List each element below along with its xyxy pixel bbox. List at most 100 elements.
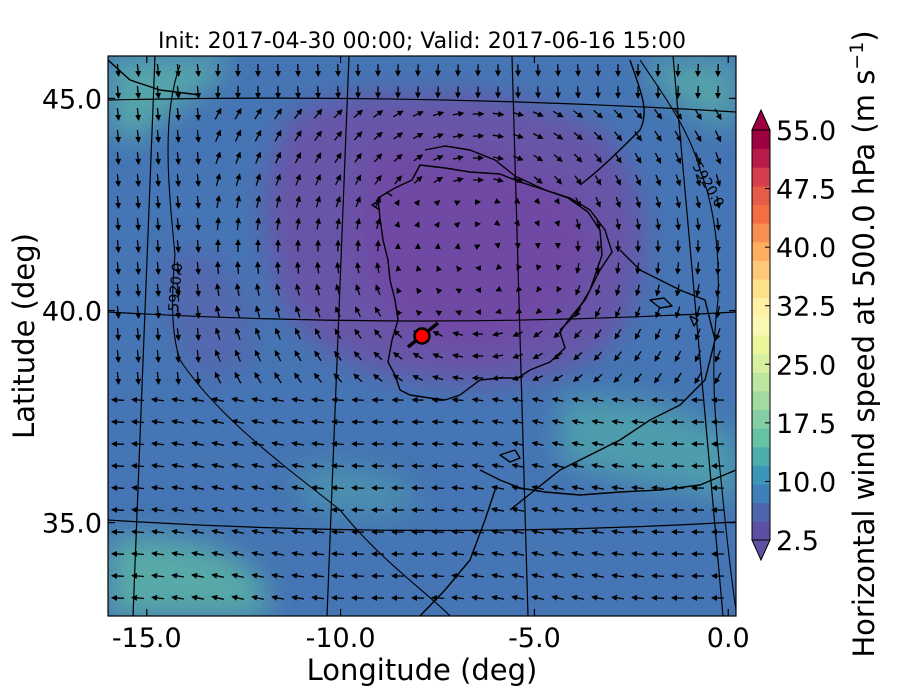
wind-vector bbox=[155, 239, 162, 253]
wind-vector bbox=[512, 133, 524, 139]
wind-vector bbox=[251, 484, 264, 491]
colorbar-segment bbox=[752, 204, 770, 224]
wind-vector bbox=[311, 462, 325, 469]
wind-vector bbox=[115, 283, 122, 297]
wind-vector bbox=[634, 328, 642, 340]
wind-vector bbox=[294, 261, 301, 274]
wind-vector bbox=[394, 175, 402, 185]
wind-vector bbox=[511, 396, 524, 403]
wind-vector bbox=[531, 572, 544, 579]
y-axis-ticks: 35.0 40.0 45.0 bbox=[42, 84, 736, 540]
wind-vector bbox=[571, 594, 585, 601]
wind-vector bbox=[393, 329, 403, 339]
wind-vector bbox=[511, 440, 524, 447]
wind-vector bbox=[513, 155, 524, 161]
wind-vector bbox=[434, 86, 441, 99]
colorbar bbox=[751, 108, 771, 562]
wind-vector bbox=[191, 462, 205, 469]
colorbar-segment bbox=[752, 223, 770, 243]
wind-vector bbox=[314, 261, 321, 274]
wind-vector bbox=[311, 550, 325, 557]
wind-vector bbox=[413, 175, 423, 184]
wind-vector bbox=[551, 528, 564, 535]
wind-vector bbox=[431, 506, 445, 513]
wind-vector bbox=[211, 550, 224, 557]
wind-vector bbox=[351, 484, 365, 491]
wind-vector bbox=[135, 85, 142, 99]
wind-vector bbox=[171, 462, 185, 469]
wind-vector bbox=[351, 594, 365, 601]
wind-vector bbox=[554, 175, 563, 185]
wind-vector bbox=[135, 129, 142, 143]
wind-vector bbox=[191, 418, 205, 425]
wind-vector bbox=[491, 353, 504, 359]
wind-vector bbox=[211, 572, 224, 579]
wind-vector bbox=[353, 109, 363, 119]
wind-vector bbox=[191, 594, 205, 601]
wind-vector bbox=[451, 572, 465, 579]
wind-vector bbox=[695, 174, 702, 187]
wind-vector bbox=[234, 129, 242, 142]
wind-vector bbox=[135, 261, 142, 275]
wind-vector bbox=[231, 418, 244, 425]
wind-vector bbox=[135, 283, 142, 297]
wind-vector bbox=[271, 462, 285, 469]
wind-vector bbox=[451, 418, 464, 425]
x-axis-label: Longitude (deg) bbox=[307, 653, 538, 687]
wind-vector bbox=[354, 174, 362, 185]
wind-vector bbox=[714, 108, 722, 121]
wind-vector bbox=[655, 174, 662, 187]
wind-vector bbox=[591, 462, 605, 469]
wind-vector bbox=[135, 327, 142, 341]
wind-vector bbox=[254, 261, 261, 274]
wind-vector bbox=[291, 396, 304, 403]
colorbar-segment bbox=[752, 484, 770, 504]
wind-vector bbox=[651, 440, 665, 447]
wind-vector bbox=[171, 484, 185, 491]
wind-vector bbox=[231, 572, 244, 579]
wind-vector bbox=[155, 107, 162, 121]
wind-vector bbox=[551, 462, 564, 469]
wind-vector bbox=[695, 152, 702, 165]
wind-vector bbox=[171, 396, 185, 403]
wind-vector bbox=[575, 86, 582, 99]
wind-vector bbox=[231, 484, 244, 491]
wind-vector bbox=[674, 372, 682, 384]
wind-vector bbox=[314, 152, 322, 164]
wind-vector bbox=[334, 261, 341, 274]
wind-vector bbox=[195, 349, 202, 363]
wind-vector bbox=[294, 130, 302, 142]
wind-vector bbox=[271, 572, 285, 579]
wind-vector bbox=[195, 129, 202, 143]
wind-vector bbox=[694, 350, 702, 363]
wind-vector bbox=[551, 418, 564, 425]
wind-vector bbox=[533, 133, 544, 139]
wind-vector bbox=[714, 130, 722, 143]
wind-vector bbox=[591, 396, 604, 403]
wind-vector bbox=[531, 550, 544, 557]
wind-vector bbox=[315, 173, 321, 186]
wind-vector bbox=[591, 440, 604, 447]
wind-vector bbox=[553, 132, 564, 140]
wind-vector bbox=[171, 550, 185, 557]
wind-vector bbox=[291, 528, 305, 535]
wind-vector bbox=[654, 372, 662, 384]
wind-vector bbox=[416, 287, 423, 295]
wind-vector bbox=[115, 349, 122, 363]
wind-vector bbox=[611, 462, 625, 469]
wind-vector bbox=[231, 550, 244, 557]
wind-vector bbox=[433, 200, 441, 207]
wind-vector bbox=[214, 327, 221, 340]
wind-vector bbox=[195, 151, 202, 165]
wind-vector bbox=[155, 283, 162, 297]
wind-vector bbox=[451, 374, 464, 381]
wind-vector bbox=[195, 327, 202, 341]
wind-vector bbox=[315, 217, 322, 230]
wind-vector bbox=[615, 196, 621, 209]
wind-vector bbox=[175, 151, 182, 165]
wind-vector bbox=[191, 396, 205, 403]
wind-vector bbox=[151, 440, 165, 447]
wind-vector bbox=[611, 594, 625, 601]
wind-vector bbox=[694, 372, 702, 385]
wind-vector bbox=[471, 440, 484, 447]
